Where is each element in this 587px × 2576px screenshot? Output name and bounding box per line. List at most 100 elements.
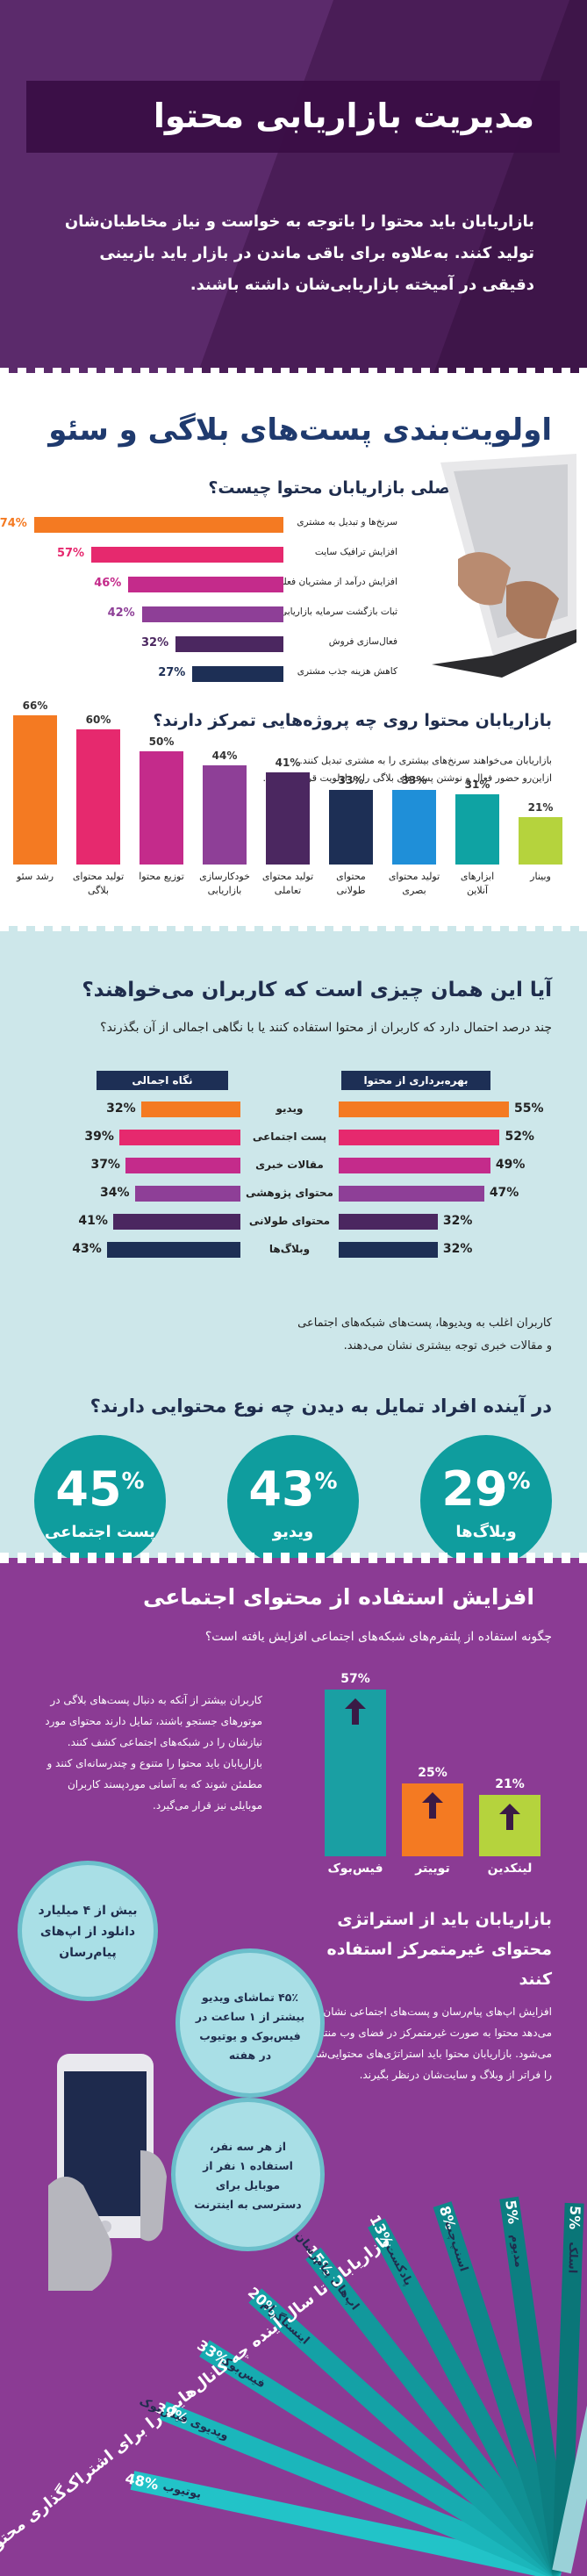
channel-ray [552,2405,587,2574]
project-bar [519,817,562,865]
projects-question: بازاریابان محتوا روی چه پروژه‌هایی تمرکز… [153,711,552,730]
zigzag-divider [0,921,587,931]
circle-blogs-label: وبلاگ‌ها [455,1523,517,1541]
glance-value: 32% [106,1101,136,1116]
platform-value: 21% [495,1777,525,1791]
users-section: آیا این همان چیزی است که کاربران می‌خواه… [0,921,587,1567]
project-label: تولید محتوای بصری [388,871,440,896]
decentralized-heading: بازاریابان باید از استراتژی محتوای غیرمت… [326,1910,552,1989]
up-arrow-icon [499,1804,520,1830]
consume-value: 32% [442,1242,473,1256]
bubble-mobile-access: از هر سه نفر، استفاده ۱ نفر از موبایل بر… [171,2098,325,2251]
bubble-messaging-apps: بیش از ۴ میلیارد دانلود از اپ‌های پیام‌ر… [18,1861,158,2001]
priority-value: 74% [0,517,27,530]
circle-video-label: ویدیو [272,1523,314,1541]
consume-bar [339,1101,510,1117]
smartphone-hand-illustration [48,2054,167,2291]
consume-value: 47% [489,1186,519,1200]
glance-value: 43% [72,1242,102,1256]
channel-label: مدیوم [508,2234,526,2269]
content-type-label: محتوای پژوهشی [246,1187,333,1199]
social-section: افزایش استفاده از محتوای اجتماعی چگونه ا… [0,1553,587,2576]
channel-ray [499,2196,571,2573]
priority-bar [91,547,283,563]
consume-bar [339,1186,484,1202]
project-label: محتوای طولانی [336,871,366,896]
glance-bar [119,1130,240,1145]
glance-value: 37% [90,1158,120,1172]
channel-ray [552,2202,584,2572]
priority-label: سرنخ‌ها و تبدیل به مشتری [297,517,397,527]
consume-value: 55% [514,1101,544,1116]
circle-video-value: 43% [248,1461,338,1517]
users-note: کاربران اغلب به ویدیوها، پست‌های شبکه‌ها… [113,1312,552,1358]
channel-value: 5% [566,2206,583,2230]
project-value: 66% [22,700,48,713]
project-label: ابزارهای آنلاین [460,871,495,896]
projects-chart: 66% رشد سئو 60% تولید محتوای بلاگی 50% توزیع … [0,373,587,926]
priority-value: 46% [94,577,122,590]
consume-value: 52% [505,1130,534,1144]
section4-heading: افزایش استفاده از محتوای اجتماعی [142,1584,534,1610]
project-value: 60% [85,713,111,726]
priority-row: سرنخ‌ها و تبدیل به مشتری 74% [0,515,397,535]
priority-label: افزایش درآمد از مشتریان فعلی [276,577,397,587]
project-value: 33% [338,774,364,787]
priorities-section: اولویت‌بندی پست‌های بلاگی و سئو اولویت‌ه… [0,368,587,926]
section4-subheading: چگونه استفاده از پلتفرم‌های شبکه‌های اجت… [204,1630,552,1644]
consume-bar [339,1158,490,1173]
future-content-question: در آینده افراد تمایل به دیدن چه نوع محتو… [89,1396,552,1417]
section2-heading: اولویت‌بندی پست‌های بلاگی و سئو [48,413,552,448]
priority-label: کاهش هزینه جذب مشتری [297,666,397,677]
consume-bar [339,1214,438,1230]
glance-bar [141,1101,240,1117]
up-arrow-icon [422,1791,443,1819]
channel-ray [199,2340,567,2576]
users-note-line1: کاربران اغلب به ویدیوها، پست‌های شبکه‌ها… [297,1317,552,1330]
laptop-hands-illustration [432,454,576,678]
project-value: 50% [148,735,175,749]
hero-title-box [26,81,560,153]
circle-video: 43% ویدیو [227,1435,359,1567]
zigzag-divider [0,368,587,378]
channel-value: 48% [124,2470,160,2493]
priority-row: فعال‌سازی فروش 32% [0,635,397,654]
priority-row: ثبات بازگشت سرمایه بازاریابی 42% [0,605,397,624]
projects-note-line1: بازاریابان می‌خواهند سرنخ‌های بیشتری را … [299,755,552,766]
platform-bar [402,1783,463,1856]
channel-ray [305,2247,569,2576]
project-bar [203,764,247,865]
hero-intro: بازاریابان باید محتوا را باتوجه به خواست… [64,212,534,294]
project-value: 21% [527,801,554,814]
project-label: خودکارسازی بازاریابی [199,871,250,896]
project-value: 31% [464,779,490,792]
priority-bar [33,517,283,533]
priority-value: 42% [107,606,135,620]
hero-decor-stripe [0,0,347,373]
consume-value: 49% [495,1158,526,1172]
glance-bar [107,1242,240,1258]
channel-ray [130,2471,564,2576]
project-label: تولید محتوای بلاگی [72,871,125,896]
glance-bar [125,1158,240,1173]
hero-title: مدیریت بازاریابی محتوا [153,97,534,135]
priority-value: 27% [158,666,186,679]
project-label: توزیع محتوا [139,871,184,882]
section3-heading: آیا این همان چیزی است که کاربران می‌خواه… [82,979,552,1001]
channel-ray [159,2401,566,2576]
circle-social: 45% پست اجتماعی [34,1435,166,1567]
projects-note: بازاریابان می‌خواهند سرنخ‌های بیشتری را … [262,752,552,787]
section3-subheading: چند درصد احتمال دارد که کاربران از محتوا… [100,1021,552,1035]
circle-blogs: 29% وبلاگ‌ها [420,1435,552,1567]
platform-value: 57% [340,1672,370,1686]
channel-ray [248,2288,569,2576]
platform-bar [479,1795,540,1856]
bubble-video-watch: ۴۵٪ تماشای ویدیو بیشتر از ۱ ساعت در فیس‌… [175,1948,325,2098]
platform-bar [325,1690,386,1856]
users-note-line2: و مقالات خبری توجه بیشتری نشان می‌دهند. [343,1339,552,1353]
circle-social-value: 45% [55,1461,145,1517]
glance-bar [135,1186,240,1202]
project-bar [76,728,120,865]
zigzag-divider [0,1553,587,1563]
tag-glance: نگاه اجمالی [97,1071,228,1090]
